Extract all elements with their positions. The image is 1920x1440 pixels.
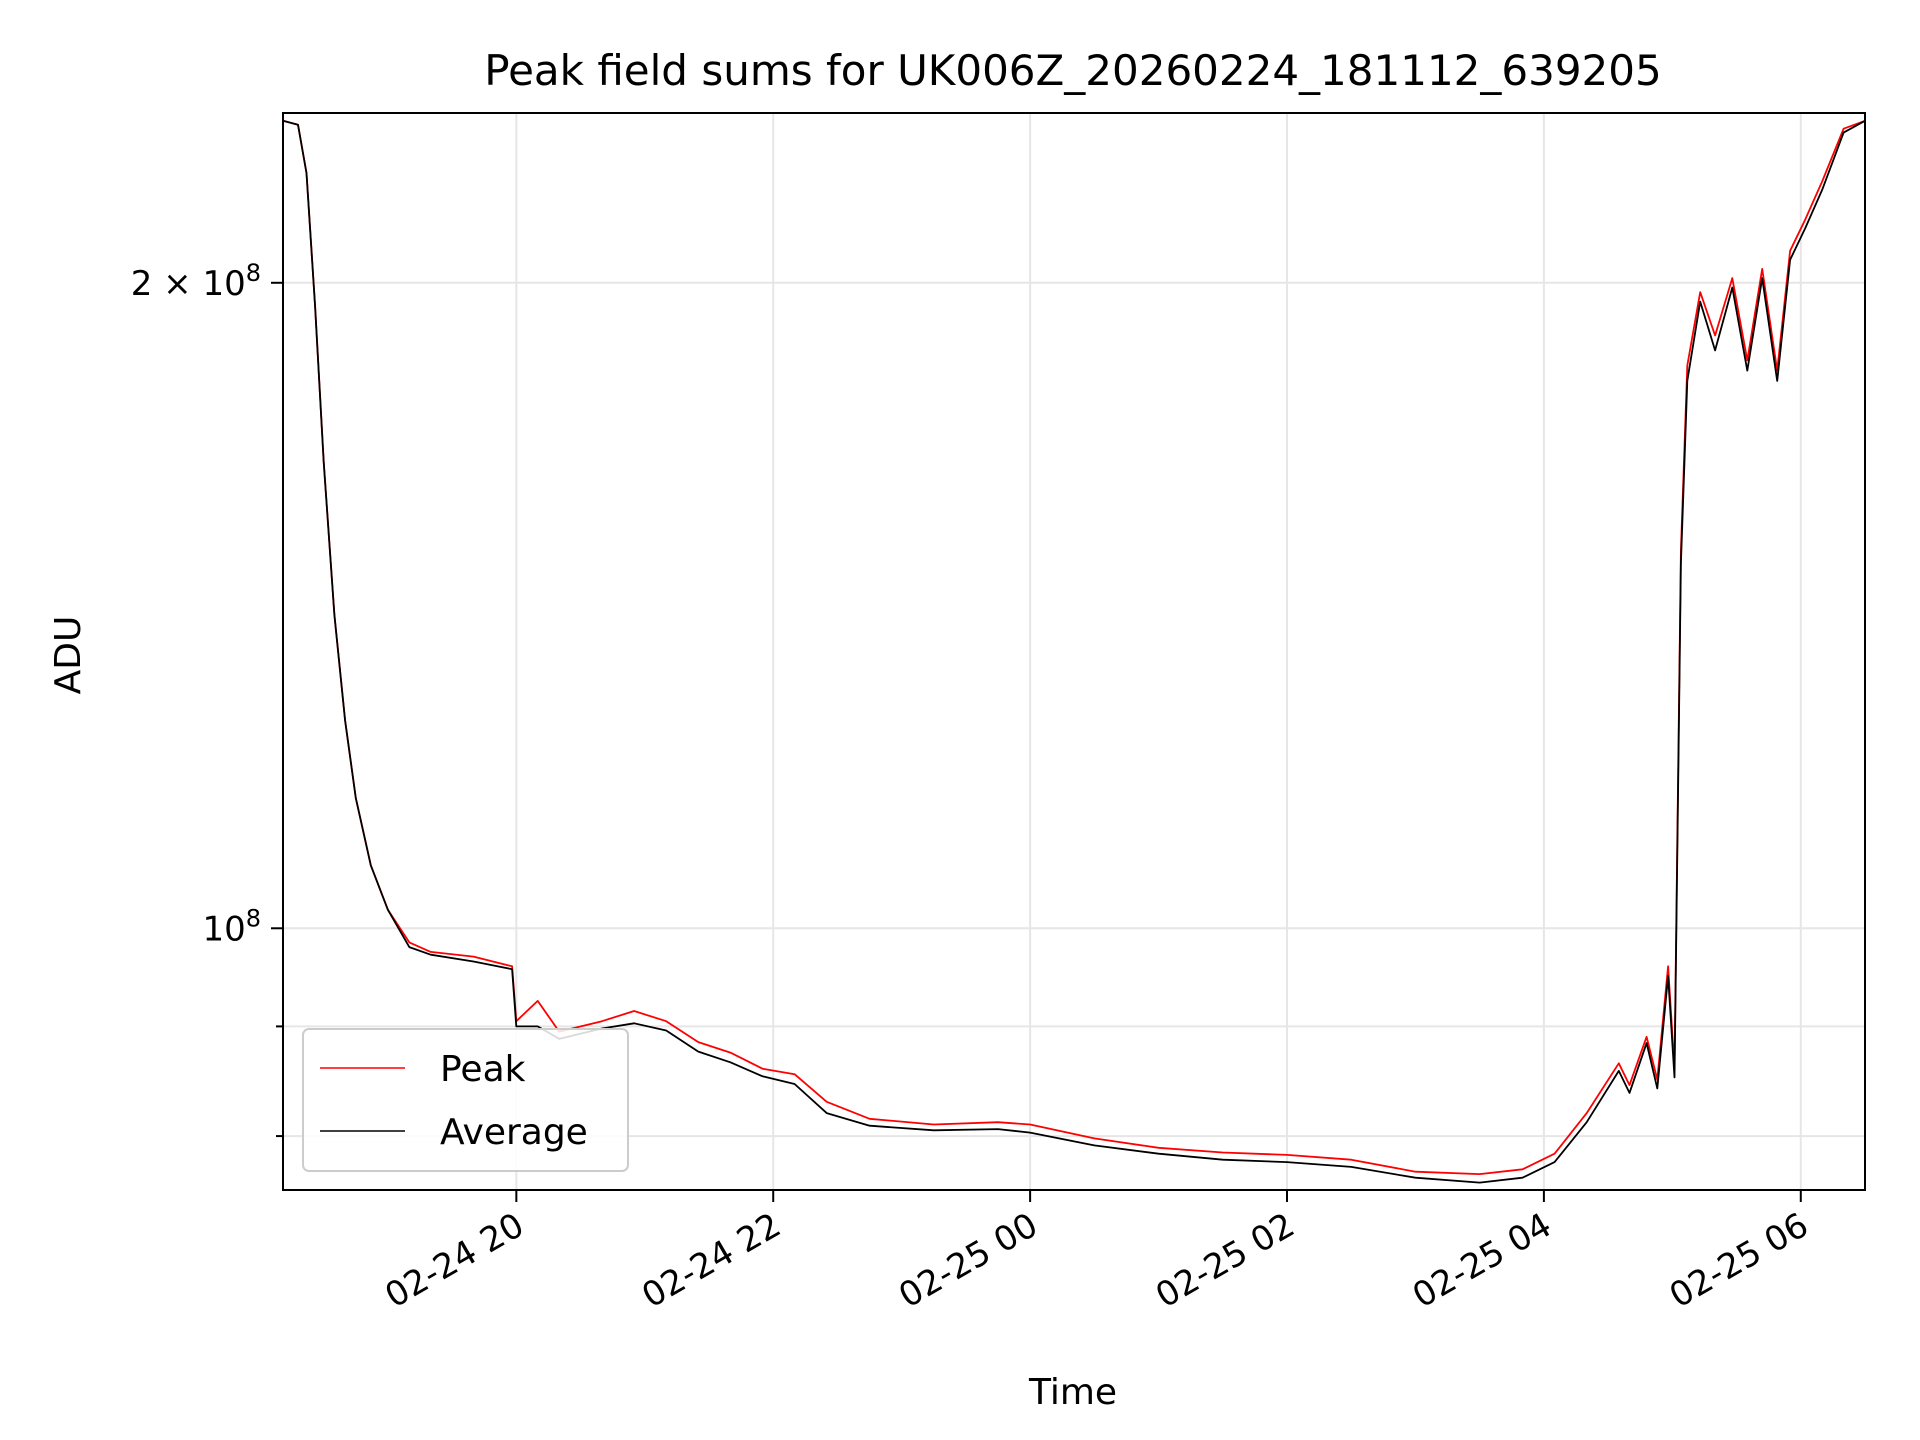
y-tick-label: 2 × 108 [131, 259, 261, 304]
y-axis-label: ADU [48, 616, 89, 695]
series-line-peak [282, 119, 1866, 1175]
y-tick-label: 108 [202, 904, 261, 949]
legend-label-average: Average [440, 1112, 588, 1153]
series-layer [282, 119, 1866, 1184]
chart-title: Peak field sums for UK006Z_20260224_1811… [484, 46, 1661, 95]
plot-frame [282, 112, 1866, 1191]
legend: Peak Average [302, 1028, 629, 1172]
legend-label-peak: Peak [440, 1049, 526, 1090]
y-axis: 108 2 × 108 [131, 259, 283, 1138]
legend-box [302, 1028, 629, 1172]
x-axis-label: Time [1028, 1372, 1117, 1413]
series-line-average [282, 119, 1866, 1184]
